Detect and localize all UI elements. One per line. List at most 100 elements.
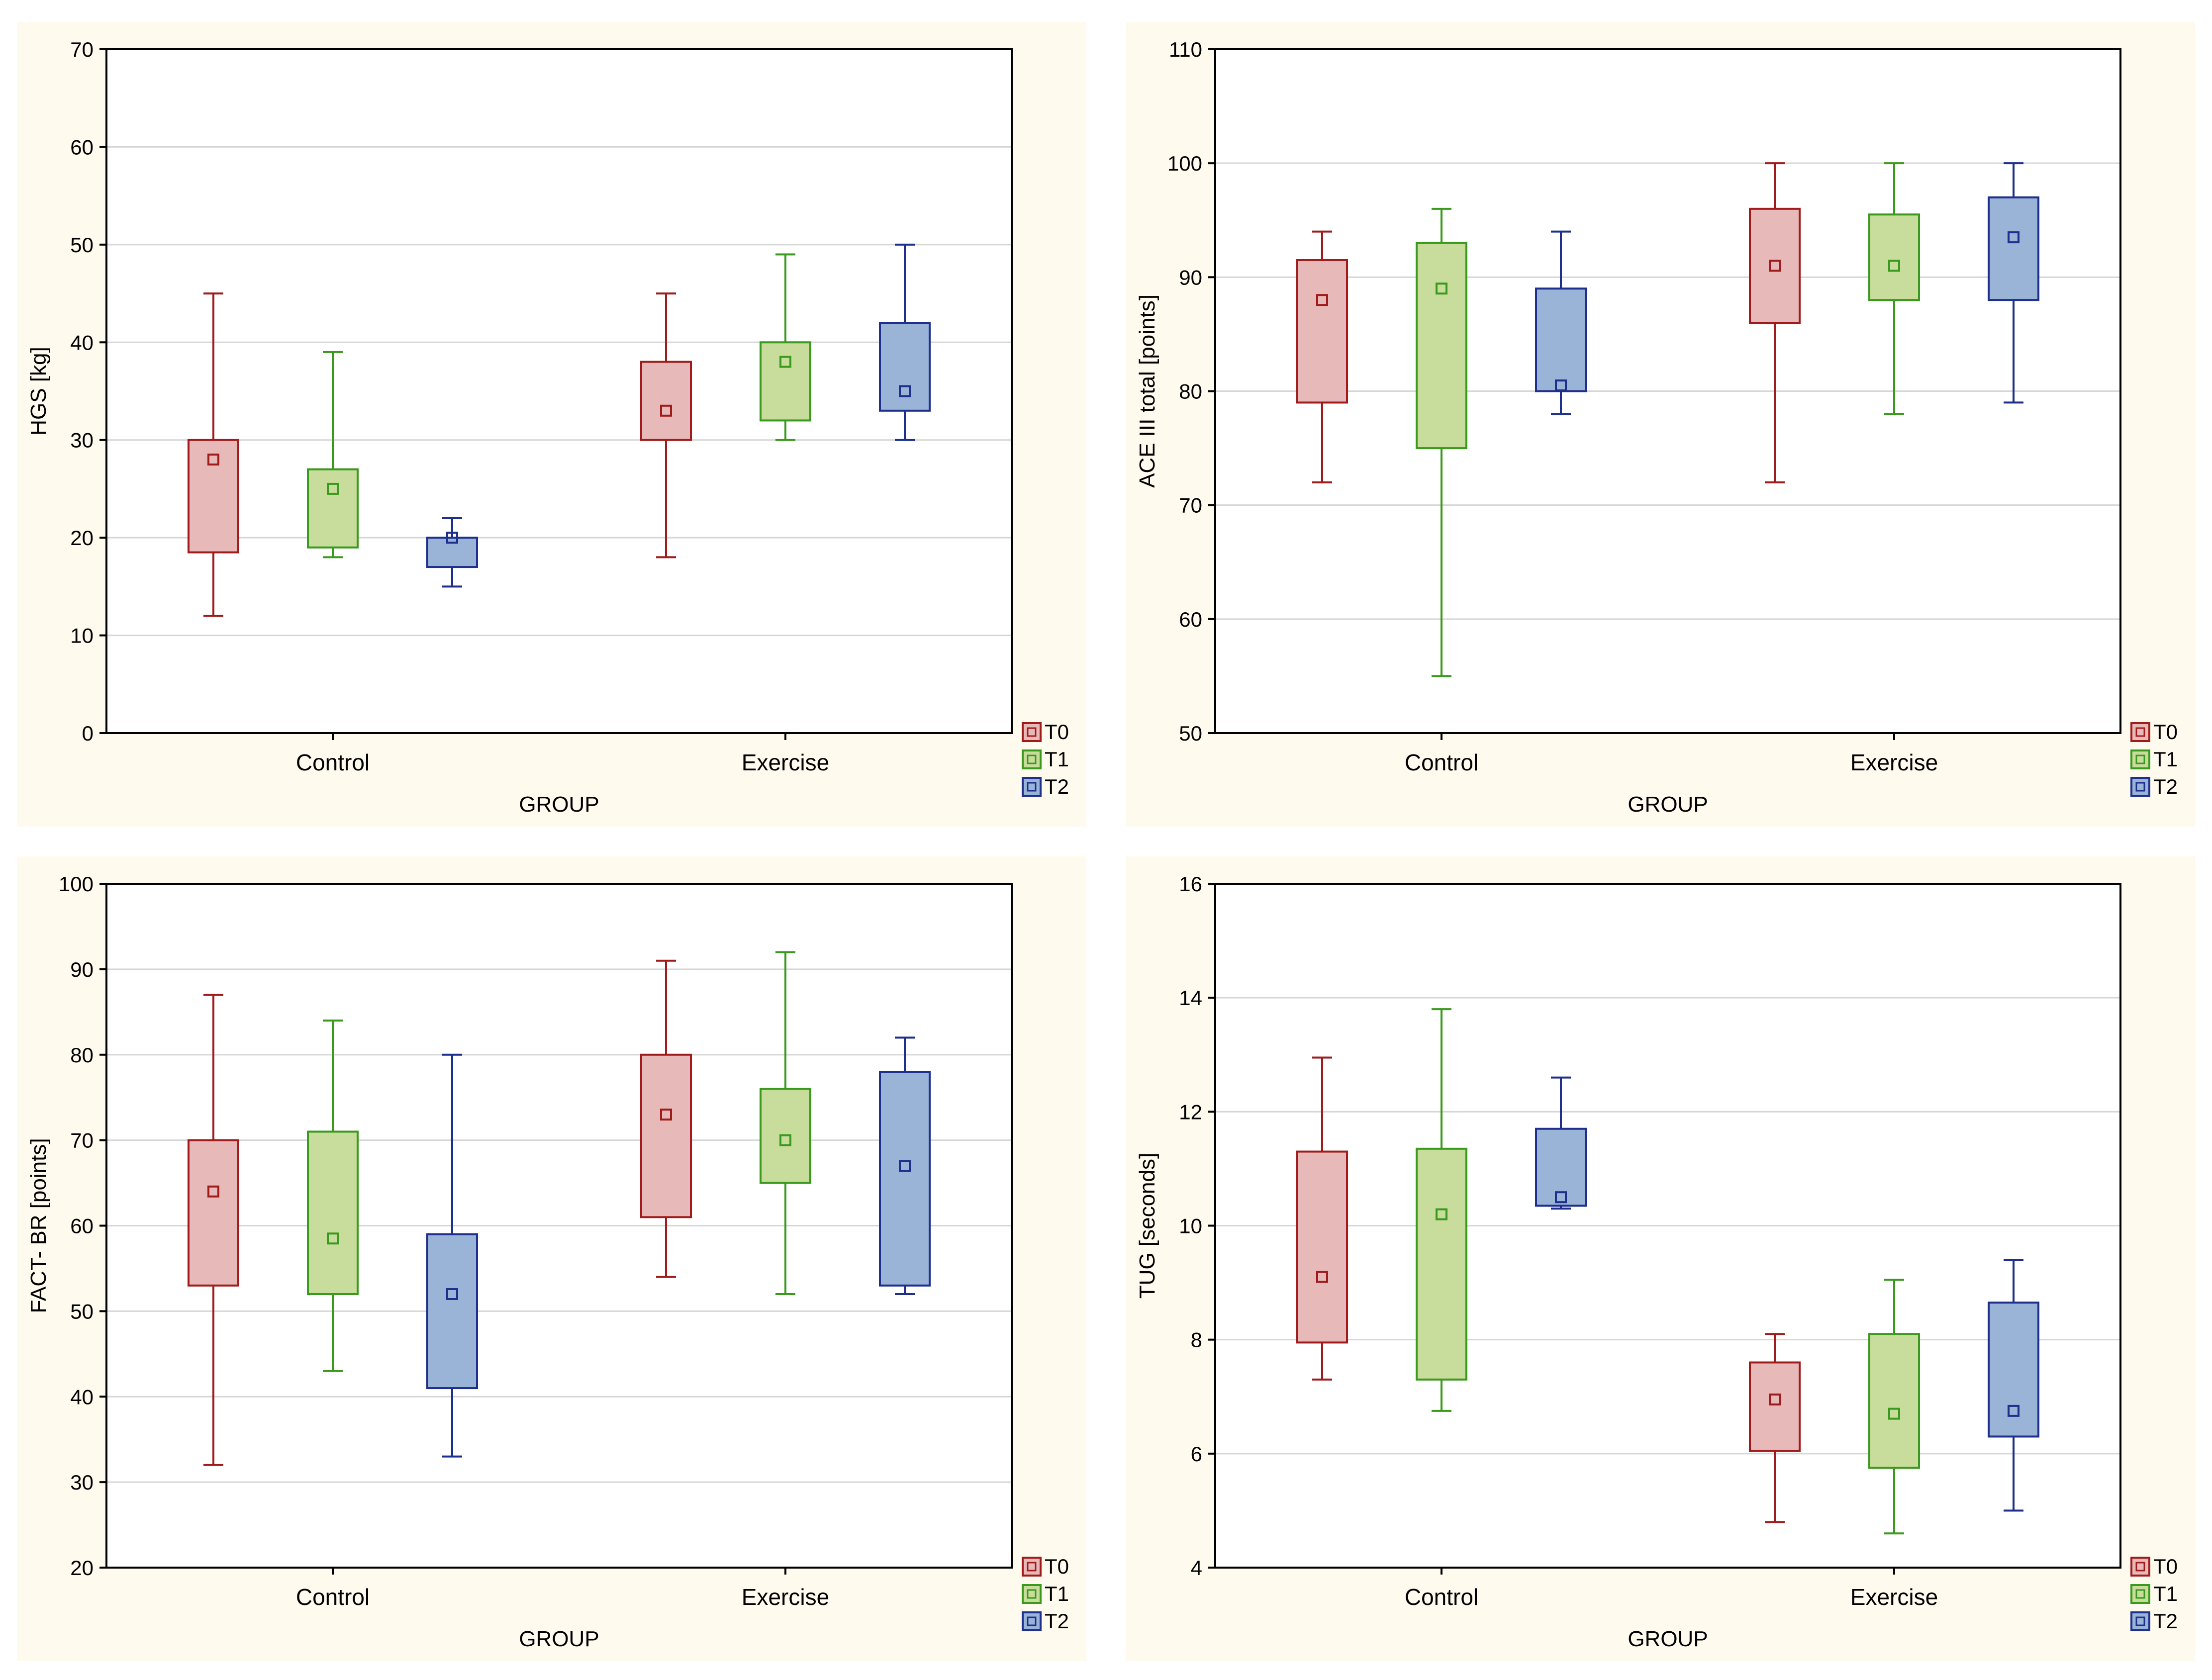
box-T2	[1535, 287, 1587, 392]
legend-label-T1: T1	[1045, 747, 1069, 771]
box-T1	[1416, 242, 1467, 450]
median-marker-T2	[899, 1160, 911, 1172]
y-tick-label: 50	[70, 233, 94, 257]
median-marker-T0	[1769, 260, 1781, 272]
median-marker-T1	[327, 1232, 339, 1245]
y-tick-label: 60	[70, 135, 94, 159]
box-T2	[1988, 1302, 2039, 1438]
x-axis-title: GROUP	[1628, 792, 1708, 817]
legend-marker-T2	[1027, 782, 1037, 792]
legend-label-T2: T2	[2153, 775, 2178, 798]
legend-marker-T1	[1027, 754, 1037, 764]
median-marker-T2	[1555, 1191, 1567, 1204]
box-T0	[1296, 1150, 1348, 1344]
legend-label-T1: T1	[2153, 1582, 2178, 1605]
y-tick-label: 14	[1179, 986, 1202, 1010]
box-T2	[879, 1071, 931, 1287]
box-T1	[307, 468, 359, 549]
y-tick-label: 80	[70, 1043, 94, 1067]
ace-chart: 50 60 70 80 90 100 110 Control Exercise ACE III t…	[1135, 38, 2178, 817]
y-tick-label: 12	[1179, 1100, 1202, 1123]
median-marker-T2	[2008, 231, 2020, 244]
y-tick-label: 100	[59, 872, 94, 896]
median-marker-T1	[779, 356, 791, 368]
plot-frame	[105, 48, 1013, 734]
legend-swatch-T1	[2130, 749, 2150, 769]
median-marker-T0	[1316, 1271, 1328, 1283]
legend-swatch-T0	[2130, 722, 2150, 742]
x-category-label: Control	[1405, 749, 1478, 775]
box-T1	[760, 341, 811, 422]
legend-label-T0: T0	[1045, 1555, 1069, 1578]
y-tick-label: 70	[1179, 494, 1202, 517]
box-T2	[879, 322, 931, 412]
legend-marker-T2	[2135, 782, 2145, 792]
median-marker-T0	[207, 1185, 219, 1198]
y-tick-label: 60	[1179, 608, 1202, 631]
legend-label-T1: T1	[1045, 1582, 1069, 1605]
y-tick-label: 70	[70, 1129, 94, 1152]
y-tick-label: 40	[70, 1385, 94, 1408]
y-tick-label: 10	[70, 624, 94, 648]
legend-marker-T0	[1027, 727, 1037, 737]
y-tick-label: 6	[1191, 1442, 1202, 1466]
box-T1	[1868, 213, 1920, 301]
legend-swatch-T2	[1022, 777, 1042, 797]
box-T0	[188, 1139, 239, 1287]
x-category-label: Exercise	[1850, 749, 1938, 775]
legend-swatch-T0	[2130, 1557, 2150, 1577]
median-marker-T1	[1888, 260, 1900, 272]
median-marker-T1	[779, 1134, 791, 1146]
median-marker-T0	[1316, 294, 1328, 306]
plot-frame	[105, 883, 1013, 1569]
median-marker-T2	[446, 1288, 458, 1300]
y-axis-title: FACT- BR [points]	[26, 1138, 51, 1313]
x-category-label: Exercise	[1850, 1584, 1938, 1610]
legend-swatch-T0	[1022, 722, 1042, 742]
plot-frame	[1214, 883, 2121, 1569]
legend-label-T1: T1	[2153, 747, 2178, 771]
median-marker-T2	[446, 532, 458, 544]
plot-frame	[1214, 48, 2121, 734]
box-T1	[1416, 1147, 1467, 1381]
legend-label-T2: T2	[1045, 775, 1069, 798]
box-T2	[426, 1233, 478, 1390]
chart-panel-ace: 50 60 70 80 90 100 110 Control Exercise ACE III t…	[1126, 22, 2195, 827]
y-tick-label: 40	[70, 331, 94, 354]
median-marker-T2	[1555, 379, 1567, 392]
box-T0	[1749, 207, 1801, 324]
legend-marker-T0	[2135, 1562, 2145, 1572]
box-T2	[1535, 1127, 1587, 1207]
y-tick-label: 20	[70, 1556, 94, 1580]
y-tick-label: 30	[70, 429, 94, 452]
legend-marker-T0	[2135, 727, 2145, 737]
chart-panel-tug: 4 6 8 10 12 14 16 Control Exercise TUG [seconds] G…	[1126, 856, 2195, 1661]
legend-label-T0: T0	[2153, 1555, 2178, 1578]
legend-swatch-T2	[1022, 1611, 1042, 1631]
median-marker-T1	[1888, 1407, 1900, 1420]
y-tick-label: 4	[1191, 1556, 1202, 1580]
box-T1	[760, 1088, 811, 1184]
legend-swatch-T2	[2130, 1611, 2150, 1631]
box-T1	[307, 1130, 359, 1295]
x-category-label: Exercise	[742, 1584, 829, 1610]
legend-marker-T2	[1027, 1616, 1037, 1626]
y-tick-label: 30	[70, 1471, 94, 1494]
legend-marker-T1	[2135, 1589, 2145, 1599]
legend-marker-T0	[1027, 1562, 1037, 1572]
legend-marker-T2	[2135, 1616, 2145, 1626]
tug-chart: 4 6 8 10 12 14 16 Control Exercise TUG [seconds] G…	[1135, 872, 2178, 1651]
median-marker-T1	[327, 482, 339, 495]
median-marker-T2	[2008, 1404, 2020, 1417]
box-T1	[1868, 1333, 1920, 1469]
legend-swatch-T2	[2130, 777, 2150, 797]
box-T0	[640, 361, 692, 441]
legend-marker-T1	[1027, 1589, 1037, 1599]
legend-label-T0: T0	[2153, 720, 2178, 744]
legend-swatch-T1	[2130, 1584, 2150, 1604]
box-T0	[1296, 259, 1348, 404]
legend-label-T0: T0	[1045, 720, 1069, 744]
x-axis-title: GROUP	[519, 1627, 599, 1651]
x-category-label: Exercise	[742, 749, 829, 775]
y-tick-label: 20	[70, 526, 94, 550]
